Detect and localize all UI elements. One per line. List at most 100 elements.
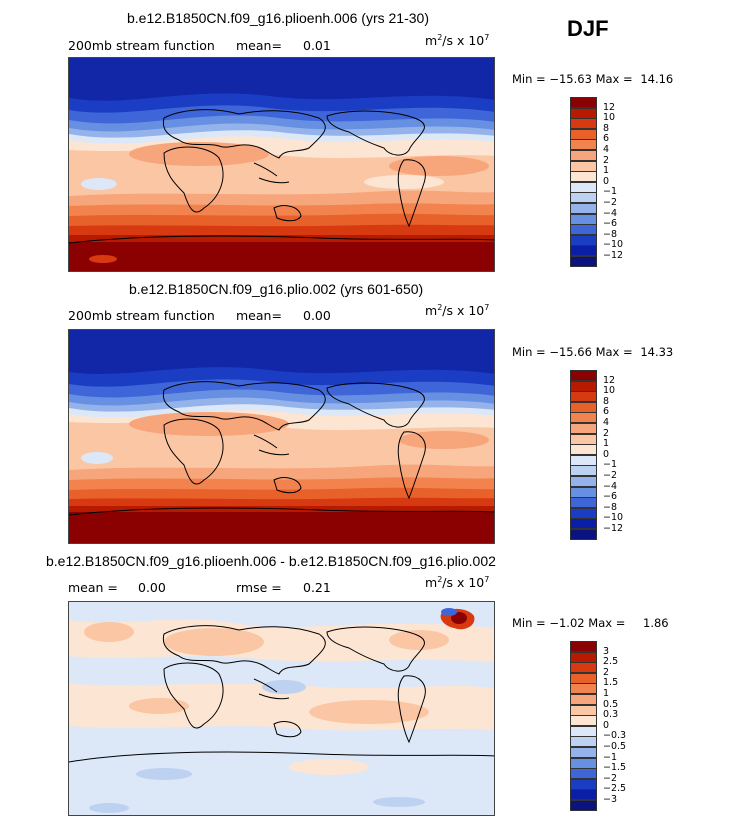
panel-3-min-max: Min = −1.02 Max = 1.86 (512, 616, 669, 630)
colorbar-swatch (570, 224, 597, 236)
colorbar-swatch (570, 641, 597, 653)
colorbar-swatch (570, 497, 597, 509)
colorbar-tick-label: −6 (603, 218, 618, 230)
panel-3-min-label: Min = (512, 616, 546, 630)
panel-1-units-mid: /s x 10 (442, 33, 485, 49)
panel-1-units-exp1: 2 (437, 33, 443, 42)
panel-2-map-svg (69, 330, 494, 543)
panel-2-colorbar: 12 10 8 6 4 2 1 0 −1 −2 −4 −6 −8 −10 −12 (570, 370, 630, 542)
colorbar-tick-label: 2 (603, 154, 610, 166)
colorbar-tick-label: 6 (603, 133, 610, 145)
colorbar-swatch (570, 486, 597, 498)
colorbar-tick-label: 0.5 (603, 698, 619, 710)
map2-blob-3 (81, 452, 113, 464)
map3-blob-2 (84, 622, 134, 642)
map1-blob-4 (364, 175, 444, 189)
colorbar-tick-label: 0 (603, 175, 610, 187)
panel-2-units-exp1: 2 (437, 303, 443, 312)
colorbar-swatch (570, 118, 597, 130)
colorbar-swatch (570, 203, 597, 215)
panel-3-map (68, 601, 495, 816)
panel-1-colorbar: 12 10 8 6 4 2 1 0 −1 −2 −4 −6 −8 −10 −12 (570, 97, 630, 269)
colorbar-tick-label: −1 (603, 186, 618, 198)
panel-3-units: m2/s x 107 (425, 575, 489, 590)
colorbar-swatch (570, 213, 597, 225)
map1-blob-1 (129, 142, 269, 166)
map3-blob-8 (129, 698, 189, 714)
map1-blob-2 (389, 156, 489, 176)
map1-blob-5 (89, 255, 117, 263)
panel-3-mean-value: 0.00 (138, 580, 166, 595)
panel-3-title: b.e12.B1850CN.f09_g16.plioenh.006 - b.e1… (46, 553, 496, 569)
colorbar-tick-label: −0.5 (603, 741, 627, 752)
panel-3-max-label: Max = (588, 616, 626, 630)
colorbar-tick-label: −0.3 (603, 730, 627, 742)
colorbar-swatch (570, 391, 597, 403)
colorbar-tick-label: 2 (603, 666, 610, 678)
colorbar-tick-label: −1.5 (603, 762, 627, 774)
colorbar-swatch (570, 736, 597, 748)
panel-2-min-value: −15.66 (549, 345, 592, 359)
colorbar-swatch (570, 107, 597, 119)
colorbar-tick-label: 2 (603, 427, 610, 439)
map3-blob-1 (164, 628, 264, 656)
colorbar-tick-label: 2.5 (603, 656, 619, 668)
colorbar-swatch (570, 412, 597, 424)
colorbar-tick-label: 0.3 (603, 709, 619, 721)
panel-2-units-mid: /s x 10 (442, 303, 485, 319)
panel-1-map-svg (69, 58, 494, 271)
map3-blob-12 (373, 797, 425, 807)
panel-2-units-exp2: 7 (484, 303, 490, 312)
colorbar-tick-label: 8 (603, 395, 610, 407)
panel-1-max-label: Max = (595, 72, 633, 86)
panel-1-variable-label: 200mb stream function (68, 38, 215, 53)
colorbar-swatch (570, 423, 597, 435)
panel-1-max-value: 14.16 (640, 72, 674, 86)
colorbar-swatch (570, 192, 597, 204)
colorbar-tick-label: −10 (603, 512, 624, 524)
map3-blob-10 (289, 759, 369, 775)
panel-1-units: m2/s x 107 (425, 33, 489, 48)
panel-3-units-mid: /s x 10 (442, 575, 485, 591)
colorbar-tick-label: 8 (603, 122, 610, 134)
colorbar-swatch (570, 181, 597, 193)
colorbar-swatch (570, 507, 597, 519)
colorbar-swatch (570, 171, 597, 183)
map2-blob-1 (129, 412, 289, 436)
panel-3-rmse-label: rmse = (236, 580, 282, 595)
colorbar-swatch (570, 380, 597, 392)
colorbar-tick-label: −1 (603, 459, 618, 471)
panel-2-max-label: Max = (595, 345, 633, 359)
colorbar-tick-label: 0 (603, 448, 610, 460)
colorbar-swatch (570, 800, 597, 812)
colorbar-tick-label: 1 (603, 165, 610, 177)
panel-2-map (68, 329, 495, 544)
colorbar-swatch (570, 704, 597, 716)
colorbar-tick-label: −2 (603, 197, 618, 208)
map1-band-p12 (69, 242, 494, 271)
colorbar-tick-label: 12 (603, 374, 616, 386)
panel-3-rmse-value: 0.21 (303, 580, 331, 595)
panel-2-units: m2/s x 107 (425, 303, 489, 318)
map3-blob-9 (262, 680, 306, 694)
colorbar-swatch (570, 433, 597, 445)
colorbar-tick-label: −2 (603, 772, 618, 784)
colorbar-tick-label: −6 (603, 491, 618, 503)
map3-blob-13 (89, 803, 129, 813)
panel-2-variable-label: 200mb stream function (68, 308, 215, 323)
colorbar-tick-label: −3 (603, 794, 618, 805)
colorbar-swatch (570, 97, 597, 109)
colorbar-swatch (570, 725, 597, 737)
panel-2-units-base: m (425, 303, 438, 319)
map3-coastlines (69, 625, 494, 763)
map1-coastlines (69, 109, 494, 244)
map1-blob-3 (81, 178, 117, 190)
colorbar-swatch (570, 128, 597, 140)
map3-blob-7 (309, 700, 429, 724)
panel-2-title: b.e12.B1850CN.f09_g16.plio.002 (yrs 601-… (129, 281, 424, 297)
panel-2-max-value: 14.33 (640, 345, 674, 359)
colorbar-swatch (570, 245, 597, 257)
panel-1-min-value: −15.63 (549, 72, 592, 86)
colorbar-swatch (570, 465, 597, 477)
colorbar-swatch (570, 234, 597, 246)
